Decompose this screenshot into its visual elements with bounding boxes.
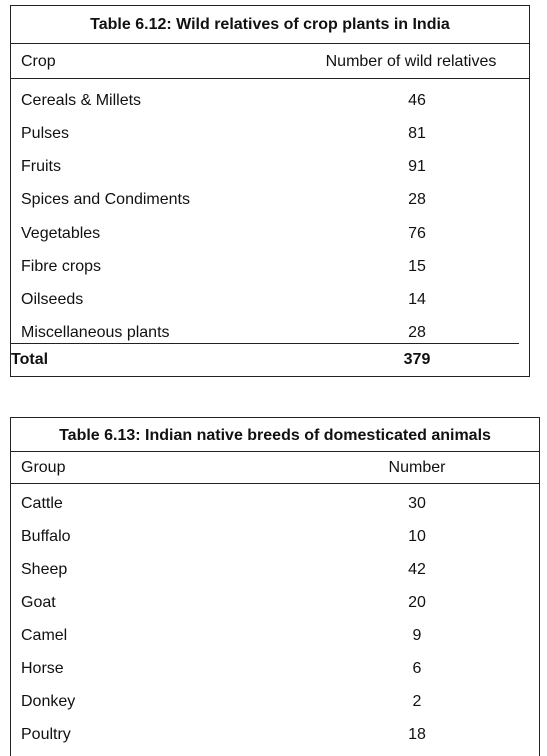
row-label: Camel [21, 627, 68, 644]
row-label: Vegetables [21, 225, 101, 242]
row-value: 30 [408, 495, 426, 512]
table-row: Vegetables 76 [11, 217, 529, 250]
row-value: 6 [412, 660, 422, 677]
row-value: 81 [408, 125, 426, 142]
total-label: Total [11, 351, 49, 368]
row-label: Fruits [21, 158, 61, 175]
native-breeds-table: Table 6.13: Indian native breeds of dome… [10, 417, 540, 756]
table-row: Pulses 81 [11, 117, 529, 150]
table-row: Cattle 30 [11, 487, 539, 520]
table-row: Buffalo 10 [11, 520, 539, 553]
table-row: Spices and Condiments 28 [11, 183, 529, 216]
table-title: Table 6.13: Indian native breeds of dome… [11, 418, 539, 452]
table-header: Crop Number of wild relatives [11, 44, 529, 79]
row-label: Pulses [21, 125, 70, 142]
table-row: Donkey 2 [11, 685, 539, 718]
row-value: 28 [408, 324, 426, 341]
column-header-crop: Crop [21, 53, 56, 70]
row-label: Oilseeds [21, 291, 84, 308]
column-header-number: Number of wild relatives [325, 53, 497, 70]
table-row: Goat 20 [11, 586, 539, 619]
column-header-number: Number [388, 459, 446, 476]
row-value: 42 [408, 561, 426, 578]
row-label: Spices and Condiments [21, 191, 190, 208]
row-value: 10 [408, 528, 426, 545]
table-row: Poultry 18 [11, 718, 539, 751]
table-row: Miscellaneous plants 28 [11, 316, 529, 349]
table-row: Horse 6 [11, 652, 539, 685]
row-label: Donkey [21, 693, 76, 710]
table-row: Oilseeds 14 [11, 283, 529, 316]
table-title: Table 6.12: Wild relatives of crop plant… [11, 6, 529, 44]
row-label: Miscellaneous plants [21, 324, 170, 341]
row-value: 18 [408, 726, 426, 743]
total-row: Total 379 [11, 343, 519, 375]
total-value: 379 [403, 351, 431, 368]
row-value: 28 [408, 191, 426, 208]
table-row: Fruits 91 [11, 150, 529, 183]
row-label: Poultry [21, 726, 71, 743]
table-row: Cereals & Millets 46 [11, 84, 529, 117]
row-label: Fibre crops [21, 258, 102, 275]
row-label: Cattle [21, 495, 63, 512]
row-label: Goat [21, 594, 56, 611]
column-header-group: Group [21, 459, 66, 476]
table-header: Group Number [11, 452, 539, 484]
row-value: 15 [408, 258, 426, 275]
row-value: 46 [408, 92, 426, 109]
row-label: Cereals & Millets [21, 92, 142, 109]
row-value: 2 [412, 693, 422, 710]
row-value: 14 [408, 291, 426, 308]
row-value: 91 [408, 158, 426, 175]
row-value: 20 [408, 594, 426, 611]
table-row: Camel 9 [11, 619, 539, 652]
row-label: Sheep [21, 561, 68, 578]
row-value: 9 [412, 627, 422, 644]
wild-relatives-table: Table 6.12: Wild relatives of crop plant… [10, 5, 530, 377]
table-row: Fibre crops 15 [11, 250, 529, 283]
table-row: Sheep 42 [11, 553, 539, 586]
row-value: 76 [408, 225, 426, 242]
row-label: Horse [21, 660, 64, 677]
row-label: Buffalo [21, 528, 71, 545]
